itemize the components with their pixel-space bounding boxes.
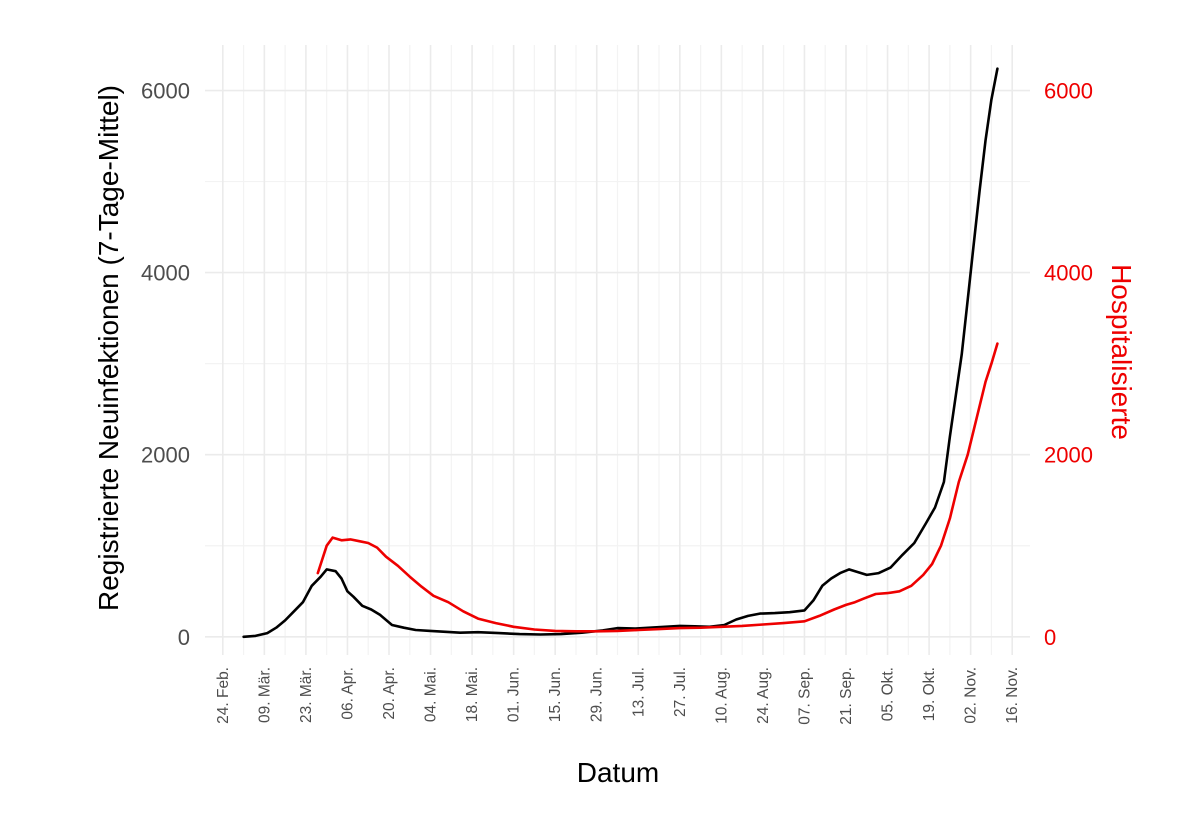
x-tick-label: 20. Apr. — [381, 667, 398, 720]
x-tick-label: 07. Sep. — [797, 667, 814, 725]
x-tick-label: 01. Jun. — [506, 667, 523, 722]
x-tick-label: 10. Aug. — [713, 667, 730, 724]
x-tick-label: 06. Apr. — [339, 667, 356, 720]
y-left-tick-label: 0 — [178, 625, 190, 650]
y-left-tick-label: 6000 — [141, 79, 190, 104]
x-tick-label: 15. Jun. — [547, 667, 564, 722]
x-tick-label: 19. Okt. — [921, 667, 938, 721]
x-axis-ticks: 24. Feb. 09. Mär. 23. Mär. 06. Apr. 20. Apr.… — [215, 667, 1021, 725]
x-tick-label: 24. Aug. — [755, 667, 772, 724]
y-left-tick-label: 4000 — [141, 261, 190, 286]
x-axis-title: Datum — [577, 757, 659, 788]
y-right-tick-label: 0 — [1044, 625, 1056, 650]
x-tick-label: 29. Jun. — [589, 667, 606, 722]
x-tick-label: 09. Mär. — [256, 667, 273, 723]
y-right-tick-label: 6000 — [1044, 79, 1093, 104]
x-tick-label: 18. Mai. — [464, 667, 481, 722]
y-left-tick-label: 2000 — [141, 443, 190, 468]
x-tick-label: 13. Jul. — [630, 667, 647, 717]
x-tick-label: 23. Mär. — [298, 667, 315, 723]
x-tick-label: 21. Sep. — [838, 667, 855, 725]
grid-lines — [205, 45, 1030, 655]
x-tick-label: 04. Mai. — [423, 667, 440, 722]
y-axis-right-ticks: 0 2000 4000 6000 — [1044, 79, 1093, 650]
series-line-neuinfektionen — [242, 67, 999, 639]
x-tick-label: 24. Feb. — [215, 667, 232, 724]
x-tick-label: 02. Nov. — [963, 667, 980, 724]
series-layer — [242, 67, 999, 639]
y-right-tick-label: 2000 — [1044, 443, 1093, 468]
x-tick-label: 27. Jul. — [672, 667, 689, 717]
y-axis-right-title: Hospitalisierte — [1106, 264, 1137, 440]
y-axis-left-title: Registrierte Neuinfektionen (7-Tage-Mitt… — [93, 85, 124, 611]
x-tick-label: 16. Nov. — [1004, 667, 1021, 724]
y-axis-left-ticks: 0 2000 4000 6000 — [141, 79, 190, 650]
x-tick-label: 05. Okt. — [880, 667, 897, 721]
y-right-tick-label: 4000 — [1044, 261, 1093, 286]
series-line-hospitalisierte — [316, 342, 999, 633]
